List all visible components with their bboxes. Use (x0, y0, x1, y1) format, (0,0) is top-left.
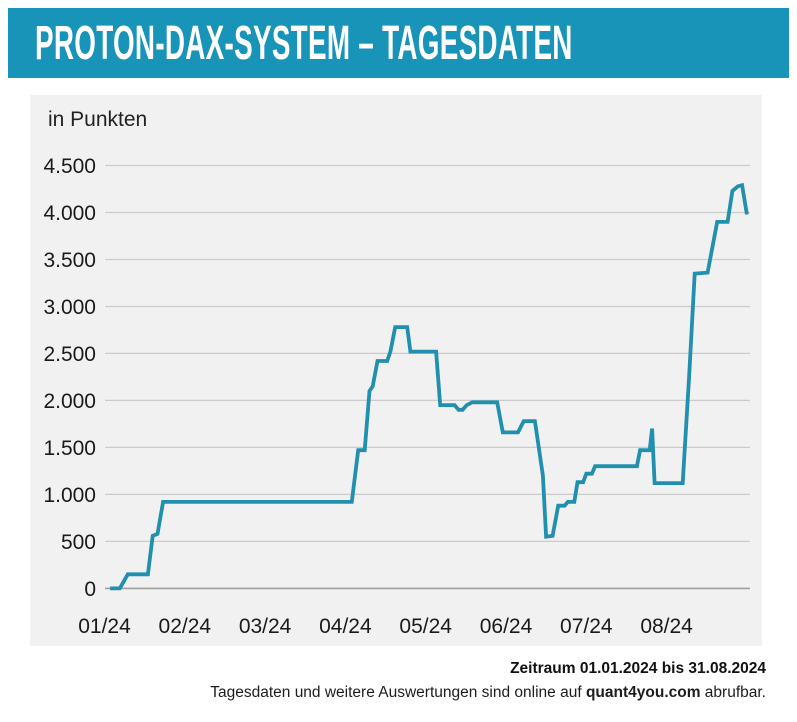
y-tick-label: 0 (84, 578, 96, 601)
footer-note-suffix: abrufbar. (700, 684, 766, 701)
y-tick-label: 500 (61, 531, 96, 554)
header-bar: PROTON-DAX-SYSTEM – TAGESDATEN (8, 8, 789, 78)
y-tick-label: 1.500 (43, 437, 96, 460)
footer: Zeitraum 01.01.2024 bis 31.08.2024 Tages… (210, 657, 766, 705)
series-line (110, 182, 749, 591)
axis-unit-label: in Punkten (48, 108, 148, 131)
x-tick-label: 07/24 (560, 615, 613, 638)
footer-note-prefix: Tagesdaten und weitere Auswertungen sind… (210, 684, 586, 701)
y-tick-label: 2.500 (43, 343, 96, 366)
y-tick-label: 2.000 (43, 390, 96, 413)
x-tick-label: 05/24 (399, 615, 452, 638)
x-tick-label: 08/24 (640, 615, 693, 638)
y-tick-label: 3.500 (43, 249, 96, 272)
footer-note: Tagesdaten und weitere Auswertungen sind… (210, 681, 766, 705)
footer-brand: quant4you.com (585, 684, 701, 701)
chart-svg: 0 500 1.000 1.500 2.000 2.500 3.000 3.500 4.000 4… (43, 155, 750, 638)
footer-period: Zeitraum 01.01.2024 bis 31.08.2024 (510, 660, 766, 677)
y-tick-label: 4.000 (43, 202, 96, 225)
y-tick-label: 4.500 (43, 155, 96, 178)
y-tick-label: 3.000 (43, 296, 96, 319)
x-tick-label: 03/24 (239, 615, 292, 638)
x-tick-label: 04/24 (319, 615, 372, 638)
page-title: PROTON-DAX-SYSTEM – TAGESDATEN (35, 16, 573, 70)
x-tick-label: 01/24 (78, 615, 131, 638)
x-tick-label: 06/24 (480, 615, 533, 638)
x-tick-label: 02/24 (159, 615, 212, 638)
y-tick-label: 1.000 (43, 484, 96, 507)
chart-panel: 0 500 1.000 1.500 2.000 2.500 3.000 3.500 4.000 4… (30, 95, 762, 646)
